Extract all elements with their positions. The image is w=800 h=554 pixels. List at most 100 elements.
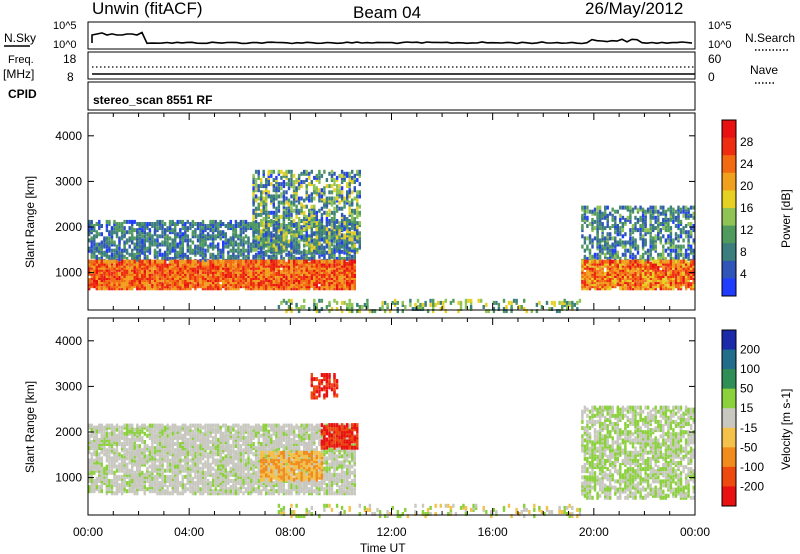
power-echo-cell xyxy=(614,256,617,261)
power-echo-cell xyxy=(161,252,164,257)
power-echo-cell xyxy=(123,286,126,291)
power-echo-cell xyxy=(146,286,149,291)
power-echo-cell xyxy=(619,205,622,210)
power-echo-cell xyxy=(356,225,359,230)
power-echo-cell xyxy=(267,223,270,228)
power-echo-cell xyxy=(257,245,260,250)
power-echo-cell xyxy=(654,219,657,224)
power-echo-cell xyxy=(669,252,673,257)
power-echo-cell xyxy=(138,269,141,274)
power-echo-cell xyxy=(667,217,670,222)
power-echo-cell xyxy=(260,236,263,241)
power-echo-cell xyxy=(277,278,281,283)
power-echo-cell xyxy=(297,178,301,182)
velocity-echo-cell xyxy=(123,444,126,449)
power-echo-cell xyxy=(358,309,361,314)
power-echo-cell xyxy=(239,274,243,278)
power-echo-cell xyxy=(604,286,607,291)
power-echo-cell xyxy=(168,248,172,253)
power-echo-cell xyxy=(614,265,617,270)
power-echo-cell xyxy=(148,286,152,291)
power-echo-cell xyxy=(217,242,220,247)
power-echo-cell xyxy=(265,233,268,238)
power-echo-cell xyxy=(669,248,673,253)
power-echo-cell xyxy=(328,222,331,226)
power-echo-cell xyxy=(340,265,344,270)
power-echo-cell xyxy=(229,236,232,241)
power-echo-cell xyxy=(649,261,652,266)
power-echo-cell xyxy=(303,261,306,266)
power-echo-cell xyxy=(118,269,121,274)
power-echo-cell xyxy=(672,274,675,278)
power-echo-cell xyxy=(636,228,640,233)
power-echo-cell xyxy=(181,269,184,274)
power-echo-cell xyxy=(290,173,293,178)
power-echo-cell xyxy=(305,190,308,195)
power-echo-cell xyxy=(343,286,346,291)
power-echo-cell xyxy=(318,169,321,174)
power-echo-cell xyxy=(290,282,293,287)
power-echo-cell xyxy=(346,248,349,253)
power-echo-cell xyxy=(151,234,154,239)
power-echo-cell xyxy=(280,245,283,250)
power-echo-cell xyxy=(110,230,114,235)
velocity-echo-cell xyxy=(110,448,114,453)
power-echo-cell xyxy=(108,256,111,261)
velocity-echo-cell xyxy=(118,474,121,479)
power-echo-cell xyxy=(138,256,141,261)
power-echo-cell xyxy=(254,219,258,224)
power-echo-cell xyxy=(110,286,114,291)
power-echo-cell xyxy=(282,226,286,231)
power-echo-cell xyxy=(340,194,344,199)
velocity-echo-cell xyxy=(95,444,98,449)
power-echo-cell xyxy=(156,267,159,272)
power-echo-cell xyxy=(606,269,609,274)
power-echo-cell xyxy=(128,244,131,249)
power-echo-cell xyxy=(110,276,114,280)
power-echo-cell xyxy=(366,298,369,303)
power-echo-cell xyxy=(222,256,225,261)
power-echo-cell xyxy=(186,242,189,247)
power-echo-cell xyxy=(151,267,154,272)
power-echo-cell xyxy=(609,248,612,253)
power-echo-cell xyxy=(277,261,281,266)
power-echo-cell xyxy=(252,265,255,270)
power-echo-cell xyxy=(90,219,93,224)
power-echo-cell xyxy=(340,186,344,191)
power-echo-cell xyxy=(343,259,346,264)
power-echo-cell xyxy=(186,265,189,270)
power-echo-cell xyxy=(636,265,640,270)
power-echo-cell xyxy=(153,252,157,257)
power-echo-cell xyxy=(191,230,195,235)
velocity-echo-cell xyxy=(105,483,109,488)
power-echo-cell xyxy=(586,259,589,264)
power-echo-cell xyxy=(646,248,650,253)
power-echo-cell xyxy=(310,221,313,226)
power-echo-cell xyxy=(667,280,670,285)
velocity-panel xyxy=(87,317,696,519)
power-echo-cell xyxy=(333,171,336,176)
power-echo-cell xyxy=(654,205,657,210)
power-echo-cell xyxy=(260,280,263,285)
power-echo-cell xyxy=(174,228,177,233)
power-echo-cell xyxy=(335,267,339,272)
power-echo-cell xyxy=(687,265,690,270)
power-echo-cell xyxy=(199,236,202,241)
power-echo-cell xyxy=(292,173,296,178)
power-echo-cell xyxy=(583,205,587,210)
power-echo-cell xyxy=(636,276,640,280)
power-echo-cell xyxy=(444,309,447,314)
power-echo-cell xyxy=(303,282,306,287)
power-echo-cell xyxy=(280,182,283,187)
power-echo-cell xyxy=(156,222,159,226)
power-echo-cell xyxy=(330,178,334,182)
power-echo-cell xyxy=(330,286,334,291)
power-echo-cell xyxy=(606,274,609,278)
power-echo-cell xyxy=(669,244,673,249)
power-echo-cell xyxy=(300,276,303,280)
power-echo-cell xyxy=(320,274,324,278)
power-echo-cell xyxy=(669,217,673,222)
power-echo-cell xyxy=(123,269,126,274)
velocity-echo-cell xyxy=(103,466,106,471)
power-echo-cell xyxy=(229,265,232,270)
